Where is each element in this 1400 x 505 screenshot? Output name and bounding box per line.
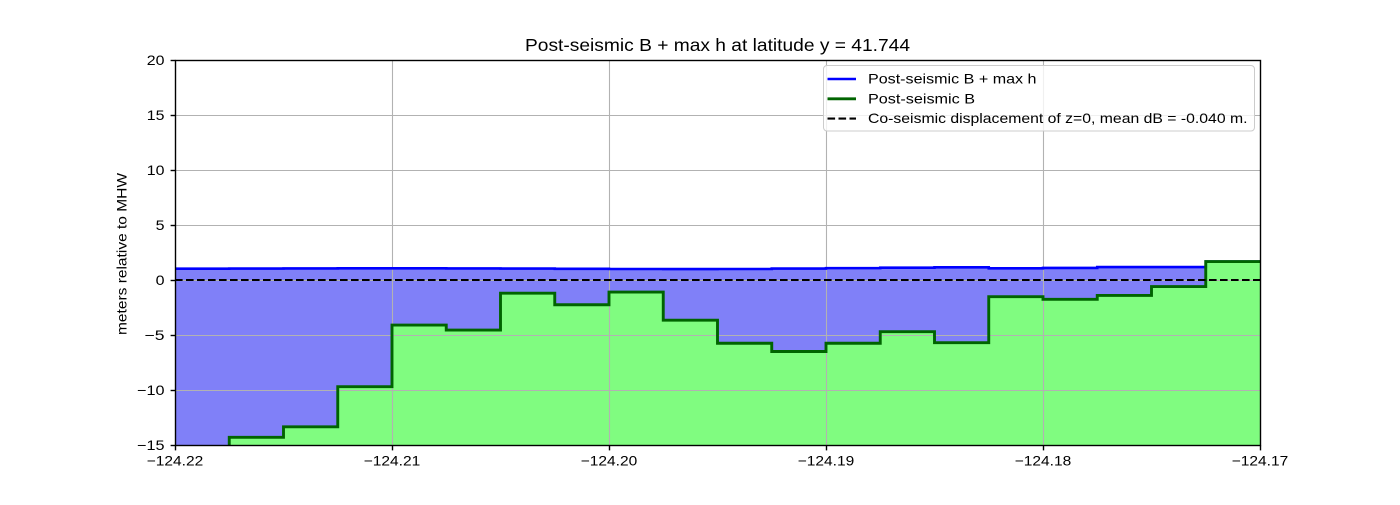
svg-text:−124.18: −124.18 bbox=[1015, 453, 1072, 469]
svg-text:10: 10 bbox=[147, 162, 165, 178]
svg-text:−15: −15 bbox=[137, 437, 165, 453]
svg-text:−124.21: −124.21 bbox=[364, 453, 421, 469]
svg-text:0: 0 bbox=[156, 272, 165, 288]
svg-text:−10: −10 bbox=[137, 382, 165, 398]
svg-text:−124.17: −124.17 bbox=[1232, 453, 1289, 469]
svg-text:Post-seismic B: Post-seismic B bbox=[868, 91, 975, 106]
svg-text:−124.22: −124.22 bbox=[147, 453, 204, 469]
svg-text:5: 5 bbox=[156, 217, 165, 233]
svg-text:−124.19: −124.19 bbox=[798, 453, 855, 469]
svg-text:Post-seismic B + max h at lati: Post-seismic B + max h at latitude y = 4… bbox=[525, 35, 910, 55]
svg-text:20: 20 bbox=[147, 52, 165, 68]
svg-text:−124.20: −124.20 bbox=[581, 453, 638, 469]
svg-text:Post-seismic B + max h: Post-seismic B + max h bbox=[868, 72, 1037, 87]
svg-text:meters relative to MHW: meters relative to MHW bbox=[114, 172, 130, 335]
svg-text:Co-seismic displacement of z=0: Co-seismic displacement of z=0, mean dB … bbox=[868, 111, 1248, 126]
svg-text:−5: −5 bbox=[145, 327, 165, 343]
svg-text:15: 15 bbox=[147, 107, 165, 123]
